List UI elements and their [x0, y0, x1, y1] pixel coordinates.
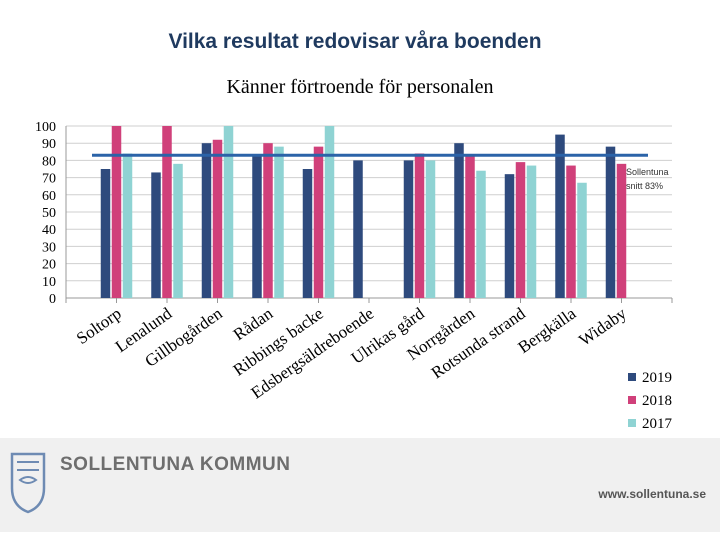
bar-2017 — [274, 146, 284, 298]
slide-title: Vilka resultat redovisar våra boenden — [168, 30, 542, 53]
x-category-label: Widaby — [575, 303, 630, 349]
bar-chart: 0102030405060708090100SoltorpLenalundGil… — [35, 120, 673, 432]
footer-banner: SOLLENTUNA KOMMUN www.sollentuna.se — [0, 438, 720, 532]
municipal-crest-icon — [10, 452, 46, 514]
y-tick-label: 80 — [42, 154, 56, 169]
bar-2017 — [122, 153, 133, 298]
bar-2018 — [212, 139, 223, 298]
bar-2018 — [465, 155, 475, 298]
bar-2019 — [201, 143, 212, 298]
bar-2018 — [263, 143, 273, 298]
y-tick-label: 70 — [42, 172, 56, 187]
bar-2019 — [151, 172, 161, 298]
reference-label: snitt 83% — [626, 181, 663, 191]
y-tick-label: 0 — [49, 292, 56, 307]
bar-2019 — [454, 143, 464, 298]
legend-label-2019: 2019 — [642, 370, 672, 386]
y-tick-label: 30 — [42, 240, 56, 255]
bar-2017 — [324, 126, 335, 298]
bar-2018 — [566, 165, 576, 298]
bar-2019 — [605, 146, 616, 298]
x-category-label: Bergkälla — [515, 303, 580, 357]
bar-2019 — [252, 155, 262, 298]
bar-2019 — [353, 160, 363, 298]
bar-2018 — [162, 126, 172, 298]
bar-2017 — [526, 165, 537, 298]
y-tick-label: 100 — [35, 120, 56, 135]
legend-swatch-2018 — [628, 396, 636, 404]
bar-2019 — [100, 169, 111, 298]
bar-2019 — [504, 174, 515, 298]
bar-2019 — [403, 160, 414, 298]
bar-2018 — [616, 163, 627, 298]
y-tick-label: 50 — [42, 206, 56, 221]
bar-2017 — [425, 160, 436, 298]
legend-swatch-2019 — [628, 373, 636, 381]
y-tick-label: 60 — [42, 189, 56, 204]
y-tick-label: 10 — [42, 275, 56, 290]
bar-2017 — [476, 170, 486, 298]
bar-2018 — [313, 146, 324, 298]
y-tick-label: 20 — [42, 258, 56, 273]
y-tick-label: 40 — [42, 223, 56, 238]
bar-2017 — [173, 163, 183, 298]
bar-2018 — [414, 153, 425, 298]
legend-label-2018: 2018 — [642, 393, 672, 409]
legend-swatch-2017 — [628, 419, 636, 427]
bar-2017 — [223, 126, 234, 298]
footer-url[interactable]: www.sollentuna.se — [598, 487, 706, 501]
legend-label-2017: 2017 — [642, 416, 673, 432]
footer-brand: SOLLENTUNA KOMMUN — [60, 454, 291, 475]
y-tick-label: 90 — [42, 137, 56, 152]
bar-2019 — [555, 134, 565, 298]
bar-2018 — [111, 126, 122, 298]
reference-label: Sollentuna — [626, 167, 669, 177]
bar-2017 — [577, 182, 587, 298]
bar-2018 — [515, 162, 526, 298]
chart-title: Känner förtroende för personalen — [226, 76, 494, 98]
bar-2019 — [302, 169, 313, 298]
